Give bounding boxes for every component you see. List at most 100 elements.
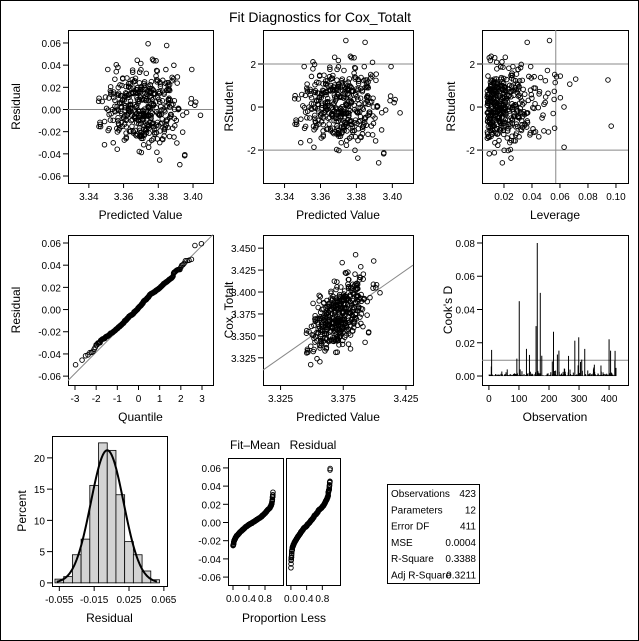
data-point bbox=[338, 328, 344, 334]
data-point bbox=[288, 550, 295, 557]
y-tick-label: 0 bbox=[469, 103, 475, 114]
data-point bbox=[101, 141, 108, 148]
data-point bbox=[182, 151, 188, 158]
data-point bbox=[157, 139, 163, 146]
data-point bbox=[173, 117, 180, 124]
data-point bbox=[142, 82, 148, 89]
data-point bbox=[329, 125, 336, 131]
x-tick-label: 3.40 bbox=[183, 192, 203, 203]
plot-residual: 0.0 0.4 0.8 bbox=[284, 458, 341, 605]
data-point bbox=[115, 90, 122, 97]
data-point bbox=[536, 91, 542, 97]
data-point bbox=[339, 341, 346, 348]
data-point bbox=[503, 76, 510, 83]
data-point bbox=[367, 294, 373, 301]
data-point bbox=[333, 295, 339, 301]
x-tick-label: 3.38 bbox=[347, 192, 367, 203]
data-point bbox=[358, 134, 364, 141]
y-tick-label: 0.06 bbox=[456, 272, 476, 283]
data-point bbox=[557, 94, 564, 101]
data-point bbox=[484, 98, 491, 105]
data-point bbox=[486, 55, 493, 61]
data-point bbox=[348, 100, 355, 106]
data-point bbox=[107, 88, 114, 94]
data-point bbox=[312, 125, 319, 131]
y-tick-label: 3.325 bbox=[231, 354, 256, 365]
data-point bbox=[102, 94, 109, 100]
data-point bbox=[370, 258, 377, 264]
data-point bbox=[550, 110, 556, 117]
data-point bbox=[351, 324, 357, 331]
data-point bbox=[325, 115, 332, 122]
data-point bbox=[352, 134, 359, 140]
data-point bbox=[179, 129, 186, 135]
data-point bbox=[362, 339, 368, 346]
data-point bbox=[484, 131, 491, 137]
data-point bbox=[352, 74, 359, 81]
data-point bbox=[130, 79, 137, 85]
data-point bbox=[517, 105, 523, 112]
data-point bbox=[545, 90, 551, 97]
data-point bbox=[553, 74, 560, 80]
data-point bbox=[99, 98, 105, 105]
y-axis-label: Cook's D bbox=[441, 286, 455, 335]
data-point bbox=[312, 334, 319, 340]
data-point bbox=[341, 89, 348, 95]
data-point bbox=[315, 326, 321, 332]
data-point bbox=[510, 137, 517, 144]
data-point bbox=[528, 91, 535, 98]
plot-frame bbox=[68, 235, 214, 386]
data-point bbox=[302, 123, 309, 130]
data-point bbox=[126, 108, 132, 114]
stat-value: 0.0004 bbox=[445, 538, 476, 549]
data-point bbox=[157, 83, 164, 89]
stat-label: Adj R-Square bbox=[391, 571, 451, 582]
data-point bbox=[123, 134, 130, 140]
data-point bbox=[318, 342, 324, 349]
data-point bbox=[101, 118, 108, 125]
data-point bbox=[343, 137, 350, 144]
y-tick-label: 2 bbox=[469, 60, 475, 71]
data-point bbox=[308, 94, 315, 101]
data-point bbox=[323, 105, 329, 112]
data-point bbox=[505, 103, 512, 110]
data-point bbox=[270, 491, 276, 498]
data-point bbox=[188, 256, 195, 263]
data-point bbox=[392, 96, 398, 103]
data-point bbox=[138, 120, 144, 127]
data-point bbox=[501, 87, 508, 94]
plot-residual-vs-predicted: 3.34 3.36 3.38 3.40 -0.06 -0.04 -0.02 0.00 0.02 0… bbox=[9, 30, 214, 222]
data-point bbox=[517, 109, 524, 115]
x-tick-label: 3.36 bbox=[311, 192, 331, 203]
y-tick-label: 0.04 bbox=[42, 261, 62, 272]
data-point bbox=[192, 242, 198, 249]
plot-observed-vs-predicted: 3.325 3.375 3.425 3.325 3.350 3.375 3.400 3.425… bbox=[222, 235, 419, 424]
data-point bbox=[154, 68, 161, 74]
data-point bbox=[501, 106, 507, 113]
data-point bbox=[288, 554, 295, 560]
data-point bbox=[365, 79, 371, 85]
data-point bbox=[343, 123, 350, 129]
data-point bbox=[110, 140, 116, 146]
data-point bbox=[149, 85, 155, 92]
data-point bbox=[151, 129, 158, 136]
data-point bbox=[364, 84, 370, 91]
data-point bbox=[508, 88, 515, 95]
data-point bbox=[354, 296, 360, 303]
data-point bbox=[332, 115, 339, 121]
x-axis-label: Predicted Value bbox=[99, 208, 183, 222]
x-tick-label: 0.0 bbox=[284, 594, 298, 605]
x-tick-label: 0.08 bbox=[578, 192, 598, 203]
stat-value: 423 bbox=[459, 489, 476, 500]
data-point bbox=[552, 79, 558, 86]
x-tick-label: 3.425 bbox=[393, 394, 418, 405]
stat-label: Observations bbox=[391, 489, 450, 500]
data-point bbox=[323, 331, 330, 338]
data-point bbox=[174, 74, 181, 80]
data-point bbox=[192, 99, 199, 105]
data-point bbox=[308, 323, 315, 330]
data-point bbox=[319, 335, 326, 342]
data-point bbox=[328, 111, 335, 118]
data-point bbox=[388, 63, 394, 70]
y-tick-label: 10 bbox=[34, 516, 46, 527]
